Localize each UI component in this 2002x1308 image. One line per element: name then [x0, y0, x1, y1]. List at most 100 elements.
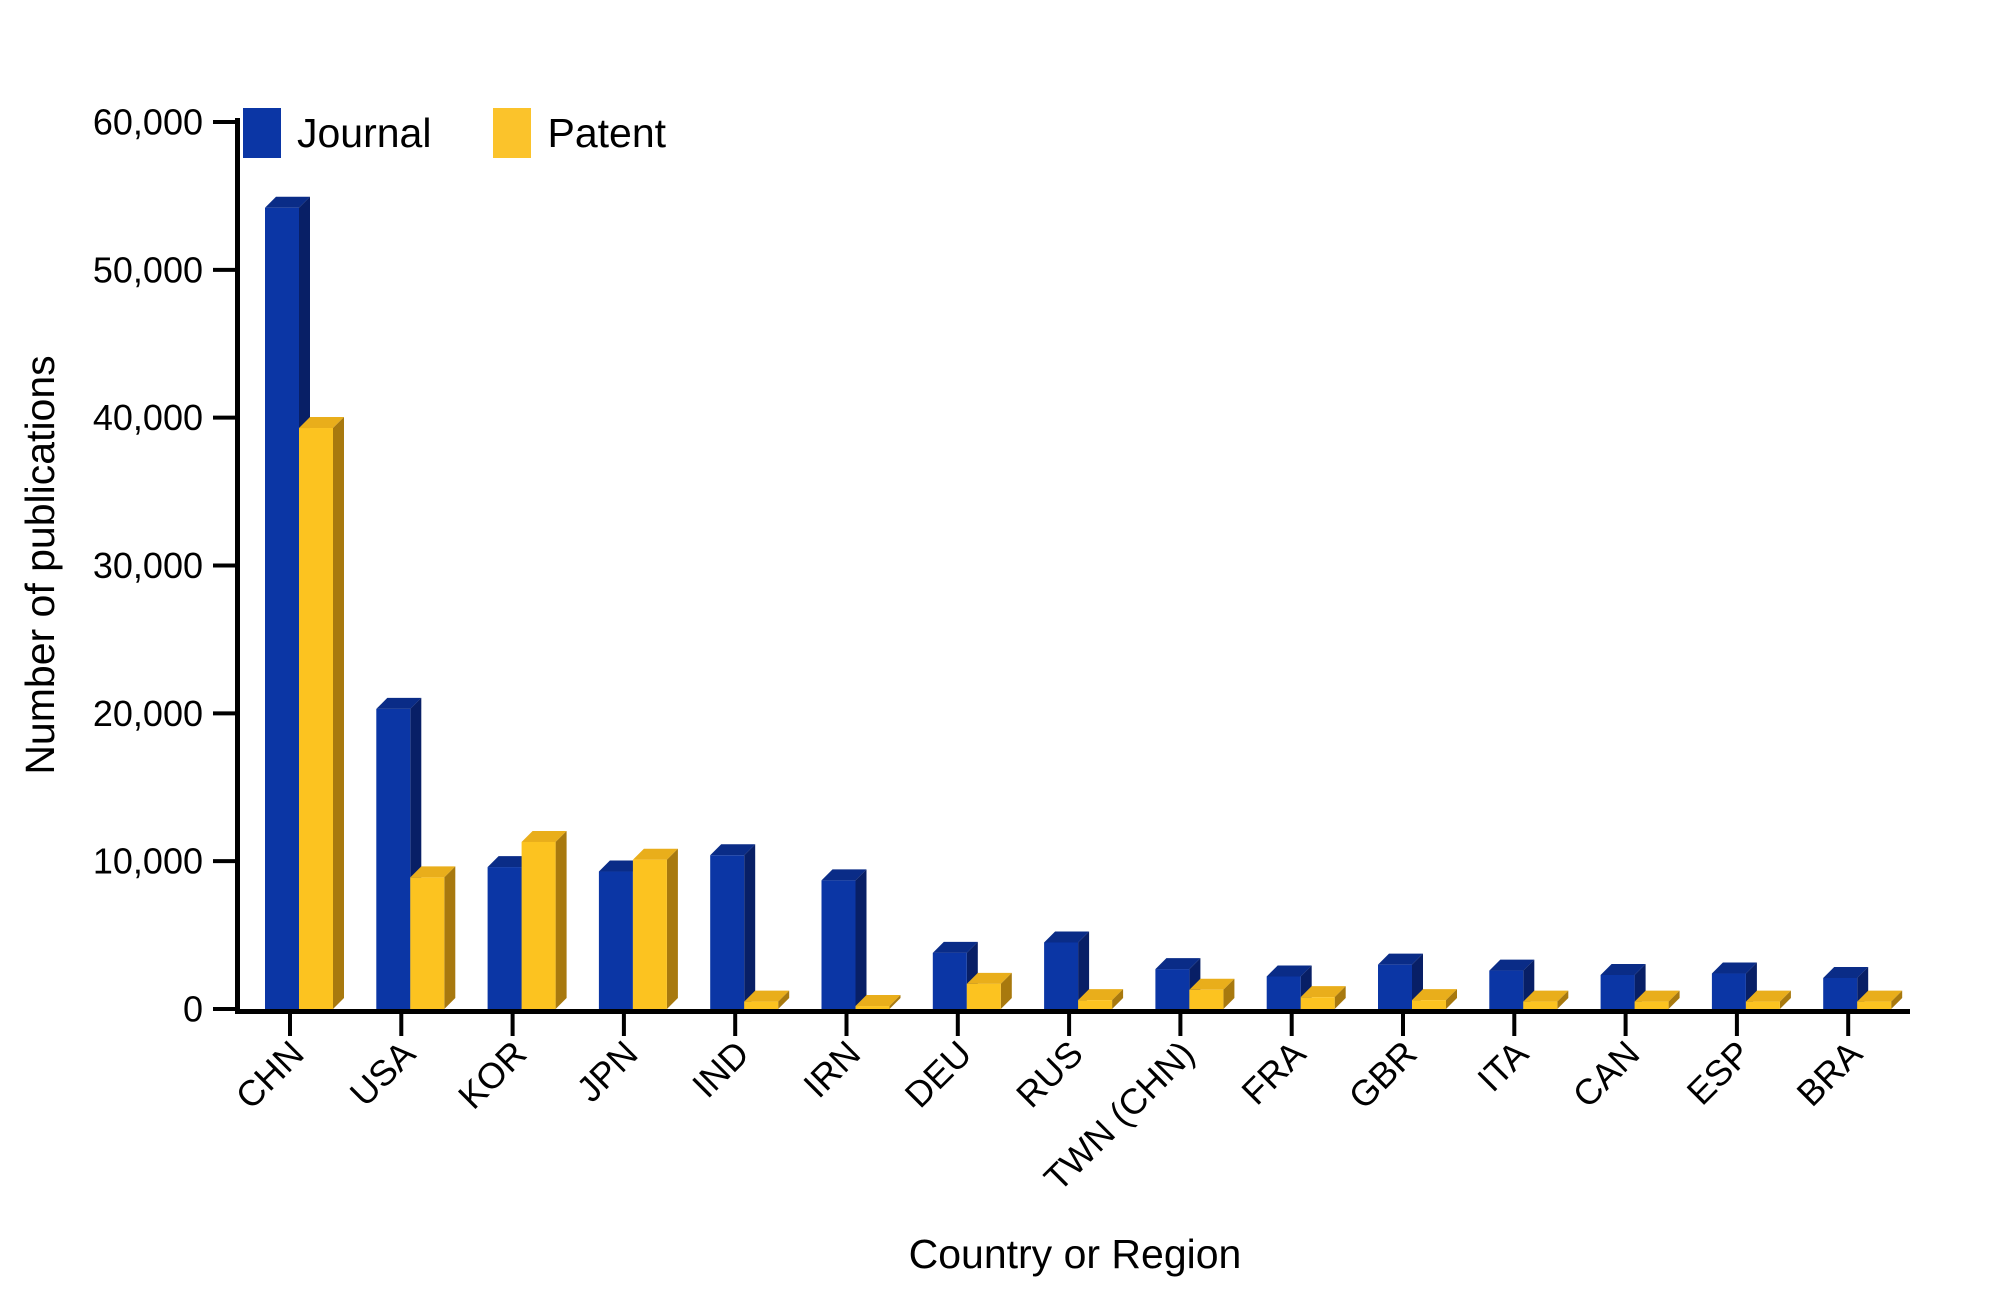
- y-tick-label-60000: 60,000: [93, 102, 203, 143]
- bar-patent-jpn-top: [632, 848, 678, 860]
- x-axis-title: Country or Region: [908, 1231, 1242, 1277]
- bar-patent-irn-side: [889, 995, 901, 1009]
- bar-journal-twnchn-front: [1155, 969, 1190, 1009]
- bar-patent-twnchn-front: [1189, 989, 1224, 1009]
- bar-patent-jpn-side: [666, 848, 678, 1009]
- bar-patent-ita-top: [1523, 990, 1569, 1002]
- legend-item-patent: Patent: [493, 108, 666, 158]
- bar-patent-irn-front: [855, 1006, 890, 1009]
- bar-journal-can-front: [1600, 974, 1635, 1009]
- x-tick-label-jpn: JPN: [568, 1033, 645, 1110]
- bar-patent-fra-top: [1300, 986, 1346, 998]
- bar-patent-kor-top: [521, 830, 567, 842]
- bar-journal-jpn-front: [598, 871, 633, 1009]
- bar-journal-rus-front: [1044, 942, 1079, 1009]
- bar-patent-deu-top: [966, 972, 1012, 984]
- bar-patent-fra-front: [1300, 997, 1335, 1009]
- bar-patent-esp-top: [1745, 990, 1791, 1002]
- bar-patent-usa-side: [444, 866, 456, 1009]
- bar-journal-chn-top: [265, 196, 310, 208]
- bar-patent-bra-side: [1891, 990, 1903, 1009]
- bar-patent-kor-side: [555, 830, 567, 1009]
- bar-patent-twnchn-side: [1223, 978, 1235, 1009]
- y-tick-label-20000: 20,000: [93, 693, 203, 734]
- x-tick-label-esp: ESP: [1679, 1033, 1759, 1113]
- bar-journal-rus-side: [1078, 931, 1090, 1009]
- x-tick-label-bra: BRA: [1789, 1033, 1870, 1114]
- bar-journal-ind-top: [710, 844, 756, 856]
- x-tick-label-fra: FRA: [1233, 1033, 1313, 1113]
- legend-label-journal: Journal: [297, 110, 432, 156]
- y-axis-title: Number of publications: [17, 355, 63, 775]
- y-tick-label-50000: 50,000: [93, 249, 203, 290]
- x-tick-label-can: CAN: [1565, 1033, 1648, 1116]
- bar-patent-usa-top: [410, 866, 456, 878]
- bar-patent-chn-front: [299, 428, 333, 1009]
- x-tick-label-rus: RUS: [1008, 1033, 1091, 1116]
- bar-journal-fra-top: [1266, 965, 1312, 977]
- bar-patent-deu-front: [966, 983, 1001, 1009]
- bar-patent-deu-side: [1000, 972, 1012, 1009]
- bar-patent-gbr-side: [1446, 989, 1457, 1009]
- y-tick-label-0: 0: [183, 989, 203, 1030]
- legend: Journal Patent: [243, 108, 728, 158]
- bar-patent-bra-front: [1857, 1001, 1892, 1009]
- bar-journal-esp-front: [1711, 973, 1746, 1009]
- x-tick-label-chn: CHN: [228, 1033, 312, 1117]
- bar-journal-ind-front: [710, 855, 745, 1009]
- x-tick-label-gbr: GBR: [1341, 1033, 1425, 1117]
- bar-patent-ind-side: [778, 990, 790, 1009]
- bar-journal-ita-front: [1489, 970, 1524, 1009]
- x-tick-label-usa: USA: [342, 1033, 423, 1114]
- y-tick-label-30000: 30,000: [93, 545, 203, 586]
- bar-patent-fra-side: [1334, 986, 1346, 1009]
- bar-patent-esp-side: [1779, 990, 1791, 1009]
- bar-journal-chn-front: [265, 207, 299, 1009]
- x-tick-label-ita: ITA: [1469, 1033, 1536, 1100]
- y-tick-label-10000: 10,000: [93, 841, 203, 882]
- bar-patent-rus-top: [1078, 989, 1124, 1001]
- legend-swatch-patent-icon: [493, 108, 532, 158]
- bar-patent-twnchn-top: [1189, 978, 1235, 990]
- x-tick-label-deu: DEU: [897, 1033, 980, 1116]
- bar-patent-rus-side: [1112, 989, 1124, 1009]
- bar-journal-irn-front: [821, 880, 856, 1009]
- legend-label-patent: Patent: [547, 110, 667, 156]
- bar-journal-bra-top: [1823, 966, 1869, 978]
- bar-patent-ita-front: [1523, 1001, 1558, 1009]
- bar-patent-can-front: [1634, 1001, 1669, 1009]
- bar-patent-gbr-top: [1412, 989, 1457, 1001]
- bar-patent-can-top: [1634, 990, 1680, 1002]
- bar-journal-irn-side: [855, 869, 867, 1009]
- bar-patent-bra-top: [1857, 990, 1903, 1002]
- bar-journal-deu-top: [932, 941, 978, 953]
- bar-patent-irn-top: [855, 995, 901, 1007]
- bar-patent-ind-front: [744, 1001, 779, 1009]
- bar-journal-jpn-top: [598, 860, 644, 872]
- bar-patent-rus-front: [1078, 1000, 1113, 1009]
- bar-journal-can-top: [1600, 963, 1646, 975]
- bar-journal-irn-top: [821, 869, 867, 881]
- bar-journal-usa-top: [376, 697, 422, 709]
- bar-patent-ind-top: [744, 990, 790, 1002]
- bar-patent-usa-front: [410, 877, 445, 1009]
- bar-journal-rus-top: [1044, 931, 1090, 943]
- bar-patent-esp-front: [1745, 1001, 1780, 1009]
- bar-journal-ind-side: [744, 844, 756, 1009]
- bar-patent-kor-front: [521, 841, 556, 1009]
- bar-journal-gbr-top: [1378, 953, 1423, 965]
- bar-patent-ita-side: [1557, 990, 1569, 1009]
- legend-item-journal: Journal: [243, 108, 431, 158]
- bar-patent-gbr-front: [1412, 1000, 1446, 1009]
- bar-journal-twnchn-top: [1155, 958, 1201, 970]
- bar-journal-fra-front: [1266, 976, 1301, 1009]
- bar-journal-ita-top: [1489, 959, 1535, 971]
- x-tick-label-kor: KOR: [450, 1033, 534, 1117]
- bar-patent-chn-side: [333, 417, 344, 1009]
- bar-journal-esp-top: [1711, 962, 1757, 974]
- bar-journal-bra-front: [1823, 977, 1858, 1009]
- x-tick-label-irn: IRN: [795, 1033, 868, 1106]
- bar-journal-deu-front: [932, 952, 967, 1009]
